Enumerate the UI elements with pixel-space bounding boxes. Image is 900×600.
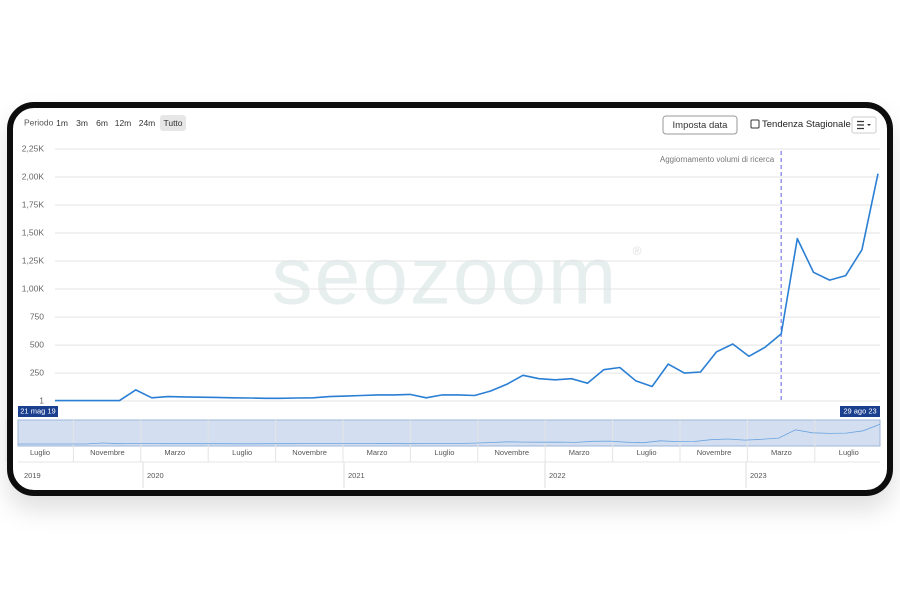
menu-caret: [867, 124, 871, 126]
navigator-year-label: 2020: [147, 471, 164, 480]
period-selected: [160, 115, 186, 131]
annotation-label: Aggiornamento volumi di ricerca: [660, 155, 775, 164]
y-tick-label: 1: [39, 395, 44, 405]
y-tick-label: 1,25K: [22, 255, 45, 265]
navigator-year-label: 2019: [24, 471, 41, 480]
y-tick-label: 750: [30, 311, 44, 321]
chart: 1 250 500 750 1,00K 1,25K 1,50K 1,75K 2,00K 2,25K…: [22, 143, 880, 405]
navigator-month-label: Marzo: [164, 448, 185, 457]
seasonal-label[interactable]: Tendenza Stagionale: [762, 119, 851, 130]
period-button[interactable]: 12m: [115, 118, 132, 128]
period-button[interactable]: Tutto: [163, 118, 182, 128]
navigator-handle-end: [840, 406, 880, 417]
device-frame: [7, 102, 893, 496]
navigator-month-label: Novembre: [292, 448, 327, 457]
navigator-year-label: 2023: [750, 471, 767, 480]
navigator-month-label: Novembre: [494, 448, 529, 457]
series-line: [55, 173, 879, 402]
navigator-month-label: Marzo: [569, 448, 590, 457]
y-tick-label: 2,00K: [22, 171, 45, 181]
period-button[interactable]: 3m: [76, 118, 88, 128]
navigator-end-label: 29 ago 23: [843, 406, 876, 415]
y-tick-label: 1,50K: [22, 227, 45, 237]
navigator-month-label: Luglio: [637, 448, 657, 457]
navigator-range: [17, 419, 881, 447]
y-tick-label: 500: [30, 339, 44, 349]
navigator: Luglio Novembre Marzo Luglio Novembre Marzo Lu…: [5, 406, 881, 488]
period-button[interactable]: 6m: [96, 118, 108, 128]
y-tick-label: 1,75K: [22, 199, 45, 209]
y-tick-label: 250: [30, 367, 44, 377]
navigator-month-label: Novembre: [90, 448, 125, 457]
y-tick-label: 2,25K: [22, 143, 45, 153]
watermark: seozoom ®: [272, 231, 642, 322]
navigator-handle-start: [18, 406, 58, 417]
navigator-month-label: Luglio: [30, 448, 50, 457]
navigator-year-label: 2022: [549, 471, 566, 480]
set-date-label[interactable]: Imposta data: [673, 120, 729, 131]
menu-icon: [857, 120, 864, 130]
navigator-line: [18, 423, 881, 445]
navigator-month-label: Luglio: [839, 448, 859, 457]
navigator-year-label: 2021: [348, 471, 365, 480]
navigator-month-label: Luglio: [232, 448, 252, 457]
watermark-mark: ®: [633, 244, 642, 258]
navigator-month-label: Marzo: [771, 448, 792, 457]
seasonal-checkbox[interactable]: [750, 119, 760, 129]
period-label: Periodo: [24, 117, 54, 127]
navigator-month-label: Novembre: [697, 448, 732, 457]
watermark-text: seozoom: [272, 231, 619, 322]
period-button[interactable]: 24m: [139, 118, 156, 128]
y-tick-label: 1,00K: [22, 283, 45, 293]
period-buttons: 1m 3m 6m 12m 24m Tutto: [56, 115, 186, 131]
navigator-month-label: Marzo: [367, 448, 388, 457]
navigator-month-label: Luglio: [434, 448, 454, 457]
navigator-start-label: 21 mag 19: [20, 406, 55, 415]
period-button[interactable]: 1m: [56, 118, 68, 128]
set-date-button[interactable]: [662, 115, 738, 135]
